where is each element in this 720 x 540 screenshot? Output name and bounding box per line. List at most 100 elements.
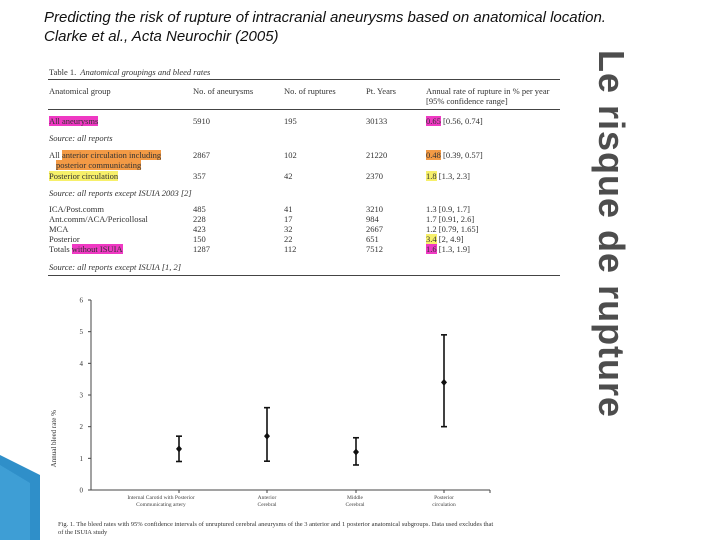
table-caption-title: Anatomical groupings and bleed rates xyxy=(80,67,211,77)
cell-rate: 3.4 [2, 4.9] xyxy=(426,234,464,244)
cell-rate: 1.3 [0.9, 1.7] xyxy=(426,204,470,214)
cell-aneurysms: 423 xyxy=(193,224,206,234)
row-prefix: Totals xyxy=(49,244,70,254)
cell-aneurysms: 2867 xyxy=(193,150,210,160)
y-tick-label: 4 xyxy=(80,360,84,368)
cell-pt-years: 21220 xyxy=(366,150,388,160)
table-row-antcomm-aca: Ant.comm/ACA/Pericollosal xyxy=(49,214,148,224)
rate-ci: [0.9, 1.7] xyxy=(438,204,470,214)
rate-value: 1.7 xyxy=(426,214,437,224)
data-point xyxy=(264,432,270,440)
side-title-text: Le risque de rupture xyxy=(591,50,632,419)
cell-pt-years: 984 xyxy=(366,214,379,224)
data-point xyxy=(176,445,182,453)
cell-rate: 1.2 [0.79, 1.65] xyxy=(426,224,478,234)
cell-rate: 0.65 [0.56, 0.74] xyxy=(426,116,483,126)
cell-ruptures: 102 xyxy=(284,150,297,160)
header-anatomical-group: Anatomical group xyxy=(49,86,111,96)
rate-value: 1.3 xyxy=(426,204,437,214)
rate-value: 1.2 xyxy=(426,224,437,234)
table-caption-label: Table 1. xyxy=(49,67,77,77)
cell-aneurysms: 228 xyxy=(193,214,206,224)
cell-pt-years: 7512 xyxy=(366,244,383,254)
table-rule-header xyxy=(48,109,560,110)
header-no-ruptures: No. of ruptures xyxy=(284,86,336,96)
table-row-posterior: Posterior xyxy=(49,234,80,244)
header-annual-rate: Annual rate of rupture in % per year xyxy=(426,86,550,96)
cell-pt-years: 2667 xyxy=(366,224,383,234)
source-note-1: Source: all reports xyxy=(49,133,113,143)
cell-aneurysms: 150 xyxy=(193,234,206,244)
header-confidence-range: [95% confidence range] xyxy=(426,96,508,106)
cell-pt-years: 2370 xyxy=(366,171,383,181)
rate-ci: [0.56, 0.74] xyxy=(443,116,483,126)
cell-aneurysms: 485 xyxy=(193,204,206,214)
decorative-corner-shape xyxy=(0,455,40,540)
y-tick-label: 1 xyxy=(80,455,84,463)
cell-rate: 0.48 [0.39, 0.57] xyxy=(426,150,483,160)
rate-value: 1.6 xyxy=(426,244,437,254)
row-prefix: All xyxy=(49,150,60,160)
cell-rate: 1.6 [1.3, 1.9] xyxy=(426,244,470,254)
cell-ruptures: 112 xyxy=(284,244,297,254)
header-no-aneurysms: No. of aneurysms xyxy=(193,86,254,96)
rate-ci: [1.3, 1.9] xyxy=(438,244,470,254)
rate-ci: [0.39, 0.57] xyxy=(443,150,483,160)
table-row-mca: MCA xyxy=(49,224,69,234)
row-label: anterior circulation including xyxy=(62,150,162,160)
cell-rate: 1.7 [0.91, 2.6] xyxy=(426,214,474,224)
cell-ruptures: 32 xyxy=(284,224,293,234)
table-row-anterior-line2: posterior communicating xyxy=(56,160,142,170)
category-label-mca: Middle Cerebral xyxy=(345,495,365,508)
figure-caption: Fig. 1. The bleed rates with 95% confide… xyxy=(58,521,494,536)
source-note-3: Source: all reports except ISUIA [1, 2] xyxy=(49,262,182,272)
cell-pt-years: 651 xyxy=(366,234,379,244)
cell-aneurysms: 1287 xyxy=(193,244,210,254)
cell-pt-years: 3210 xyxy=(366,204,383,214)
cell-aneurysms: 357 xyxy=(193,171,206,181)
table-rule-bottom xyxy=(48,275,560,276)
y-tick-label: 0 xyxy=(80,487,84,495)
table-rule-top xyxy=(48,79,560,80)
header-pt-years: Pt. Years xyxy=(366,86,396,96)
category-label-aca: Anterior Cerebral xyxy=(257,495,277,508)
bleed-rate-plot: 0 1 2 3 4 5 6 xyxy=(80,297,491,495)
side-title: Le risque de rupture xyxy=(572,50,650,450)
cell-ruptures: 41 xyxy=(284,204,293,214)
cell-pt-years: 30133 xyxy=(366,116,388,126)
y-tick-label: 5 xyxy=(80,328,84,336)
cell-aneurysms: 5910 xyxy=(193,116,210,126)
cell-ruptures: 17 xyxy=(284,214,293,224)
row-label: without ISUIA xyxy=(71,244,123,254)
cell-ruptures: 195 xyxy=(284,116,297,126)
data-point xyxy=(441,378,447,386)
y-tick-label: 2 xyxy=(80,423,84,431)
row-label: Posterior circulation xyxy=(49,171,119,181)
source-note-2: Source: all reports except ISUIA 2003 [2… xyxy=(49,188,192,198)
slide-title: Predicting the risk of rupture of intrac… xyxy=(44,9,606,45)
category-label-posterior: Posterior circulation xyxy=(432,495,456,508)
table-row-all-aneurysms: All aneurysms xyxy=(49,116,99,126)
table-row-totals: Totals without ISUIA xyxy=(49,244,123,254)
row-label-line2: posterior communicating xyxy=(56,160,142,170)
table-row-ica-postcomm: ICA/Post.comm xyxy=(49,204,105,214)
rate-ci: [0.91, 2.6] xyxy=(438,214,475,224)
rate-ci: [1.3, 2.3] xyxy=(438,171,470,181)
data-point xyxy=(353,448,359,456)
table-row-posterior-circulation: Posterior circulation xyxy=(49,171,119,181)
table-row-anterior-circulation: All anterior circulation including xyxy=(49,150,162,160)
cell-ruptures: 22 xyxy=(284,234,293,244)
y-tick-label: 6 xyxy=(80,297,84,305)
cell-ruptures: 42 xyxy=(284,171,293,181)
rate-value: 3.4 xyxy=(426,234,437,244)
rate-value: 0.65 xyxy=(426,116,441,126)
rate-ci: [2, 4.9] xyxy=(438,234,464,244)
table-caption: Table 1. Anatomical groupings and bleed r… xyxy=(49,67,210,77)
rate-value: 0.48 xyxy=(426,150,441,160)
category-label-ica: Internal Carotid with Posterior Communica… xyxy=(127,495,195,508)
row-label: All aneurysms xyxy=(49,116,99,126)
y-tick-label: 3 xyxy=(80,392,84,400)
rate-ci: [0.79, 1.65] xyxy=(438,224,479,234)
cell-rate: 1.8 [1.3, 2.3] xyxy=(426,171,470,181)
